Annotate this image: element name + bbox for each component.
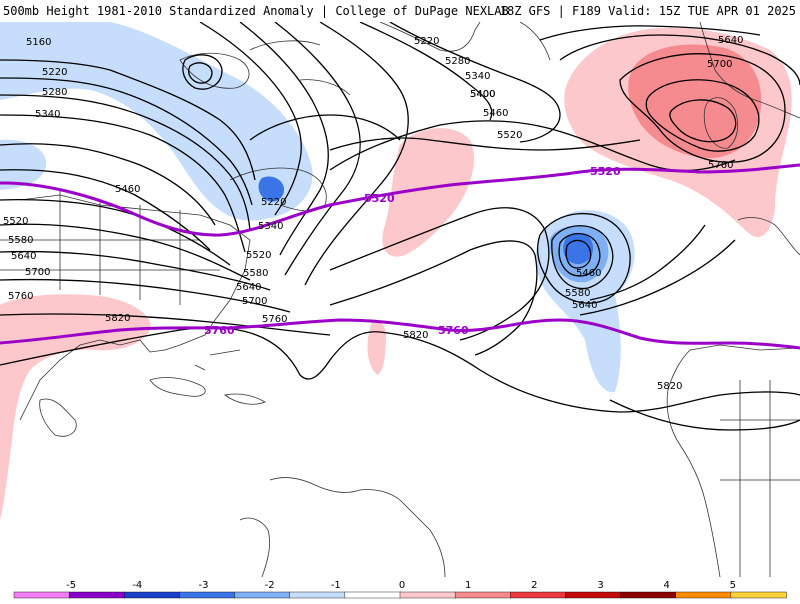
colorbar-segment [124, 591, 181, 599]
contour-label: 5700 [25, 267, 50, 278]
colorbar-segment [454, 591, 511, 599]
colorbar-segment [675, 591, 732, 599]
colorbar-segment [179, 591, 236, 599]
colorbar-tick-label: 2 [531, 580, 537, 591]
colorbar-canvas: -5 -4 -3 -2 -1 0 1 2 3 4 5 [13, 580, 787, 599]
colorbar-segment [565, 591, 622, 599]
positive-anomaly-small [367, 319, 387, 375]
highlight-label: 5520 [590, 165, 621, 178]
contour-label: 5760 [8, 291, 33, 302]
negative-anomaly-core [258, 176, 285, 202]
contour-label: 5760 [708, 160, 733, 171]
contour-label: 5640 [11, 251, 36, 262]
contour-label: 5340 [258, 221, 283, 232]
positive-anomaly-atlantic [382, 128, 475, 257]
contour-label: 5820 [403, 330, 428, 341]
colorbar-segment [13, 591, 70, 599]
colorbar-segment [620, 591, 677, 599]
contour-label: 5400 [470, 89, 495, 100]
contour-label: 5160 [26, 37, 51, 48]
colorbar-tick-label: 0 [399, 580, 405, 591]
contour-label: 5460 [115, 184, 140, 195]
colorbar-tick-label: 1 [465, 580, 471, 591]
anomaly-shading [0, 22, 792, 520]
highlight-label: 5520 [364, 192, 395, 205]
weather-map: 5160 5220 5280 5340 5460 5520 5580 5640 … [0, 22, 800, 577]
positive-anomaly-europe-mid [628, 44, 762, 159]
valid-time: 18Z GFS | F189 Valid: 15Z TUE APR 01 202… [499, 4, 796, 18]
contour-label: 5700 [242, 296, 267, 307]
contour-label: 5520 [3, 216, 28, 227]
contour-label: 5700 [707, 59, 732, 70]
contour-label: 5640 [572, 300, 597, 311]
contour-label: 5400 [470, 89, 495, 100]
colorbar-tick-label: 5 [730, 580, 736, 591]
colorbar-segment [730, 591, 787, 599]
colorbar-segment [399, 591, 456, 599]
colorbar-segment [234, 591, 291, 599]
colorbar-tick-label: -3 [198, 580, 208, 591]
coastlines [0, 22, 800, 577]
colorbar-segment [344, 591, 401, 599]
positive-anomaly-gulf [0, 294, 151, 520]
highlight-contours [0, 163, 800, 350]
contour-label: 5460 [483, 108, 508, 119]
contour-label: 5820 [657, 381, 682, 392]
colorbar-segment [289, 591, 346, 599]
contour-label: 5220 [42, 67, 67, 78]
negative-anomaly-w [0, 139, 47, 190]
map-canvas: 5160 5220 5280 5340 5460 5520 5580 5640 … [0, 22, 800, 577]
contour-label: 5460 [576, 268, 601, 279]
negative-anomaly-atlantic-core [563, 232, 594, 264]
contour-label: 5580 [8, 235, 33, 246]
colorbar-segment [68, 591, 125, 599]
height-contours [0, 22, 800, 431]
contour-label: 5220 [414, 36, 439, 47]
colorbar-segment [510, 591, 567, 599]
colorbar-tick-label: -5 [66, 580, 76, 591]
contour-label: 5520 [497, 130, 522, 141]
contour-label: 5580 [565, 288, 590, 299]
contour-label: 5520 [246, 250, 271, 261]
contour-label: 5640 [236, 282, 261, 293]
header-bar: 500mb Height 1981-2010 Standardized Anom… [0, 0, 800, 23]
contour-label: 5820 [105, 313, 130, 324]
colorbar-tick-label: -2 [265, 580, 275, 591]
contour-label: 5640 [718, 35, 743, 46]
colorbar-tick-label: -4 [132, 580, 142, 591]
colorbar-tick-label: 4 [663, 580, 669, 591]
negative-anomaly-nw2 [110, 43, 239, 151]
contour-labels: 5160 5220 5280 5340 5460 5520 5580 5640 … [3, 35, 743, 392]
highlight-labels: 5520 5520 5760 5760 [204, 165, 621, 337]
highlight-label: 5760 [438, 324, 469, 337]
contour-label: 5340 [35, 109, 60, 120]
map-title: 500mb Height 1981-2010 Standardized Anom… [3, 4, 509, 18]
contour-label: 5280 [445, 56, 470, 67]
highlight-label: 5760 [204, 324, 235, 337]
colorbar-tick-label: 3 [597, 580, 603, 591]
contour-label: 5760 [262, 314, 287, 325]
contour-label: 5580 [243, 268, 268, 279]
contour-label: 5220 [261, 197, 286, 208]
colorbar: -5 -4 -3 -2 -1 0 1 2 3 4 5 [0, 577, 800, 600]
contour-label: 5280 [42, 87, 67, 98]
contour-label: 5340 [465, 71, 490, 82]
colorbar-tick-label: -1 [331, 580, 341, 591]
